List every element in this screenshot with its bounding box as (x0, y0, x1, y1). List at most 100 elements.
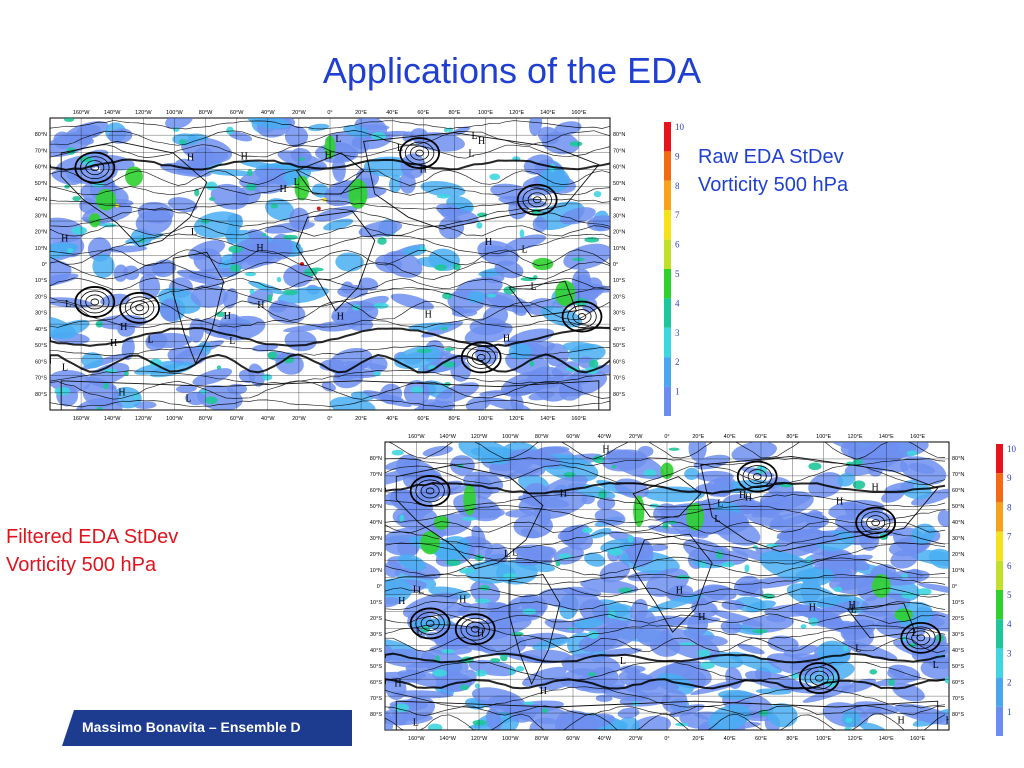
latitude-label: 80°S (370, 712, 382, 718)
longitude-label: 60°W (566, 736, 580, 742)
longitude-label: 120°E (509, 110, 524, 116)
pressure-marker: L (148, 334, 154, 345)
pressure-marker: L (912, 628, 918, 639)
colorbar-label: 9 (675, 151, 680, 161)
longitude-label: 120°W (135, 110, 152, 116)
longitude-label: 60°W (230, 416, 244, 422)
latitude-label: 80°S (613, 392, 625, 398)
slide-title: Applications of the EDA (322, 50, 702, 91)
latitude-label: 40°N (370, 520, 382, 526)
pressure-marker: H (602, 445, 609, 456)
longitude-label: 60°E (755, 736, 767, 742)
filtered-colorbar: 10 9 8 7 6 5 4 3 2 1 (996, 444, 1022, 736)
pressure-marker: H (425, 310, 432, 321)
pressure-marker: H (849, 600, 856, 611)
latitude-label: 30°N (370, 536, 382, 542)
pressure-marker: H (110, 338, 117, 349)
longitude-label: 160°W (73, 110, 90, 116)
latitude-label: 40°N (952, 520, 964, 526)
longitude-label: 0° (664, 434, 669, 440)
raw-caption: Raw EDA StDev Vorticity 500 hPa (698, 143, 848, 199)
latitude-label: 0° (377, 584, 382, 590)
colorbar-label: 3 (675, 328, 680, 338)
colorbar-segment (996, 706, 1003, 736)
pressure-marker: H (478, 136, 485, 147)
latitude-label: 20°N (35, 230, 47, 236)
longitude-label: 0° (327, 416, 332, 422)
colorbar-label: 8 (675, 181, 680, 191)
pressure-marker: L (65, 299, 71, 310)
colorbar-label: 2 (1007, 678, 1012, 688)
footer-text: Massimo Bonavita – Ensemble D (82, 719, 301, 735)
latitude-label: 30°S (613, 311, 625, 317)
pressure-marker: L (855, 643, 861, 654)
longitude-label: 80°E (786, 434, 798, 440)
longitude-label: 80°E (448, 110, 460, 116)
pressure-marker: L (530, 282, 536, 293)
latitude-label: 40°N (35, 197, 47, 203)
pressure-marker: H (224, 311, 231, 322)
pressure-marker: L (418, 585, 424, 596)
filtered-caption: Filtered EDA StDev Vorticity 500 hPa (6, 523, 178, 579)
footer-bar: Massimo Bonavita – Ensemble D (62, 710, 352, 746)
longitude-label: 100°E (478, 416, 493, 422)
pressure-marker: H (540, 686, 547, 697)
latitude-label: 70°N (952, 472, 964, 478)
longitude-label: 60°E (417, 110, 429, 116)
colorbar-segment (996, 531, 1003, 561)
pressure-marker: H (676, 586, 683, 597)
latitude-label: 50°N (952, 504, 964, 510)
longitude-label: 60°E (755, 434, 767, 440)
pressure-marker: L (504, 549, 510, 560)
colorbar-segment (996, 619, 1003, 649)
colorbar-segment (664, 180, 671, 211)
pressure-marker: L (717, 499, 723, 510)
colorbar-label: 6 (1007, 561, 1012, 571)
latitude-label: 20°N (370, 552, 382, 558)
longitude-label: 140°E (879, 434, 894, 440)
latitude-label: 10°N (370, 568, 382, 574)
pressure-marker: H (809, 603, 816, 614)
latitude-label: 80°N (613, 132, 625, 138)
longitude-label: 20°W (629, 434, 643, 440)
colorbar-segment (996, 444, 1003, 474)
colorbar-label: 1 (1007, 707, 1012, 717)
longitude-label: 40°W (261, 416, 275, 422)
colorbar-label: 6 (675, 240, 680, 250)
pressure-marker: H (256, 243, 263, 254)
longitude-label: 100°W (502, 736, 519, 742)
latitude-label: 50°N (370, 504, 382, 510)
pressure-marker: H (61, 234, 68, 245)
latitude-label: 60°N (952, 488, 964, 494)
latitude-label: 50°S (952, 664, 964, 670)
latitude-label: 40°S (370, 648, 382, 654)
longitude-label: 40°E (386, 110, 398, 116)
longitude-label: 140°W (104, 416, 121, 422)
colorbar-segment (996, 502, 1003, 532)
colorbar-segment (996, 648, 1003, 678)
latitude-label: 60°S (370, 680, 382, 686)
longitude-label: 20°W (292, 416, 306, 422)
pressure-marker: L (294, 177, 300, 188)
longitude-label: 120°E (509, 416, 524, 422)
pressure-marker: H (187, 153, 194, 164)
longitude-label: 20°W (629, 736, 643, 742)
longitude-label: 80°E (448, 416, 460, 422)
longitude-label: 140°W (439, 736, 456, 742)
latitude-label: 70°S (35, 376, 47, 382)
latitude-label: 70°S (952, 696, 964, 702)
longitude-label: 100°W (502, 434, 519, 440)
latitude-label: 20°N (952, 552, 964, 558)
latitude-label: 10°S (370, 600, 382, 606)
colorbar-label: 4 (675, 298, 680, 308)
longitude-label: 140°E (879, 736, 894, 742)
colorbar-segment (996, 473, 1003, 503)
latitude-label: 60°N (370, 488, 382, 494)
longitude-label: 160°E (571, 416, 586, 422)
latitude-label: 70°N (613, 148, 625, 154)
pressure-marker: H (485, 237, 492, 248)
colorbar-label: 4 (1007, 619, 1012, 629)
colorbar-segment (664, 386, 671, 416)
latitude-label: 10°S (35, 278, 47, 284)
pressure-marker: H (872, 483, 879, 494)
